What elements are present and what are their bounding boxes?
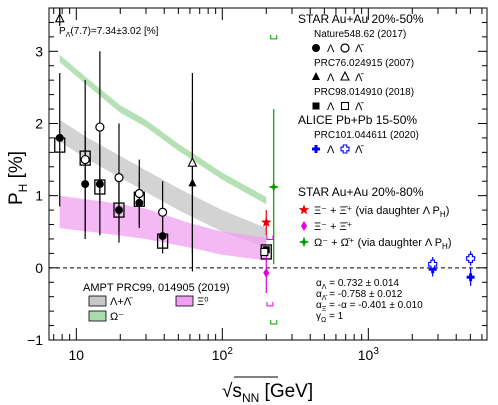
data-point	[95, 180, 104, 189]
y-label-sub: H	[16, 184, 30, 193]
legend-marker	[312, 44, 320, 52]
data-point	[135, 198, 144, 207]
legend-reference: Nature548.62 (2017)	[314, 29, 406, 40]
data-point	[261, 216, 272, 227]
legend-reference: PRC101.044611 (2020)	[314, 130, 419, 141]
legend-label: Λ	[327, 101, 335, 113]
y-tick-label: −1	[27, 332, 43, 348]
y-axis: −1 0 1 2 3	[27, 21, 487, 348]
data-point	[187, 156, 198, 167]
legend-marker	[340, 70, 350, 81]
data-point	[114, 173, 124, 183]
decay-parameter: γΩ = 1	[316, 311, 344, 324]
legend-header: STAR Au+Au 20%-80%	[298, 185, 424, 199]
decay-parameter: αΛ = 0.732 ± 0.014	[316, 278, 399, 291]
legend-star-2080: STAR Au+Au 20%-80% Ξ⁻ + Ξ̄⁺ (via daughter…	[298, 185, 452, 251]
data-point	[268, 181, 280, 193]
y-tick-label: 2	[35, 115, 43, 131]
legend-marker	[340, 101, 350, 111]
ampt-band	[59, 54, 267, 205]
data-point	[158, 207, 168, 217]
syst-bracket	[266, 235, 274, 241]
data-point	[55, 133, 64, 142]
y-tick-label: 3	[35, 43, 43, 59]
legend-label: Λ	[327, 72, 335, 84]
legend-experiments: STAR Au+Au 20%-50% Nature548.62 (2017) Λ Λ̄…	[298, 12, 424, 156]
data-point	[80, 154, 90, 165]
x-label-sub: NN	[242, 391, 259, 405]
x-label-main: √s	[222, 381, 242, 402]
y-label-unit: [%]	[6, 151, 27, 184]
legend-label: Λ̄	[355, 144, 364, 156]
x-label-unit: [GeV]	[259, 381, 313, 402]
data-point	[466, 273, 475, 282]
ampt-label: Λ+Λ̄	[110, 296, 133, 308]
legend-label: Λ̄	[355, 72, 364, 84]
legend-label: Λ	[327, 43, 335, 55]
x-axis: 10 102 103	[53, 8, 483, 363]
y-tick-label: 0	[35, 260, 43, 276]
annotation-sub: Λ̄	[66, 32, 72, 39]
syst-bracket	[270, 319, 278, 325]
ampt-swatch	[175, 295, 194, 307]
data-point	[158, 232, 167, 241]
data-markers	[54, 8, 476, 282]
syst-brackets	[266, 34, 278, 325]
data-point	[188, 178, 197, 187]
svg-text:PH [%]: PH [%]	[6, 151, 30, 205]
legend-marker	[298, 204, 310, 215]
legend-marker	[298, 236, 310, 248]
data-point	[428, 265, 437, 274]
ampt-title: AMPT PRC99, 014905 (2019)	[83, 282, 230, 294]
legend-marker	[312, 72, 320, 80]
legend-label: Ω⁻ + Ω̄⁺ (via daughter Λ PH)	[314, 237, 452, 251]
legend-marker	[340, 43, 350, 53]
legend-header: STAR Au+Au 20%-50%	[298, 12, 424, 26]
y-axis-label: PH [%]	[6, 151, 30, 205]
data-point	[95, 122, 105, 132]
x-tick-label: 103	[358, 346, 380, 363]
decay-parameter: αΞ = -α = -0.401 ± 0.010	[316, 300, 423, 313]
svg-text:PΛ̄(7.7)=7.34±3.02 [%]: PΛ̄(7.7)=7.34±3.02 [%]	[59, 26, 159, 39]
x-axis-label: √sNN [GeV]	[222, 376, 313, 405]
legend-label: Ξ⁻ + Ξ̄⁺ (via daughter Λ PH)	[314, 205, 449, 219]
legend-label: Λ̄	[355, 43, 364, 55]
legend-reference: PRC76.024915 (2007)	[314, 58, 414, 69]
legend-label: Λ	[327, 144, 335, 156]
data-point	[428, 259, 438, 269]
legend-reference: PRC98.014910 (2018)	[314, 87, 414, 98]
legend-marker	[301, 221, 307, 231]
data-point	[263, 267, 270, 278]
x-tick-label: 10	[69, 347, 85, 363]
syst-bracket	[270, 34, 278, 40]
y-label-main: P	[6, 192, 27, 205]
ampt-label: Ω⁻	[110, 311, 124, 323]
data-point	[114, 206, 123, 215]
legend-marker	[312, 102, 320, 110]
legend-marker	[340, 144, 350, 154]
legend-header: ALICE Pb+Pb 15-50%	[298, 113, 417, 127]
syst-bracket	[266, 301, 274, 307]
plot-frame	[48, 7, 488, 341]
data-point	[260, 247, 269, 256]
data-point	[81, 180, 90, 189]
annotation-rest: (7.7)=7.34±3.02 [%]	[70, 26, 158, 37]
legend-label: Ξ⁻ + Ξ̄⁺	[314, 221, 353, 233]
y-tick-label: 1	[35, 188, 43, 204]
data-point	[466, 253, 476, 263]
legend-marker	[312, 145, 320, 153]
svg-text:√sNN [GeV]: √sNN [GeV]	[222, 381, 313, 405]
top-annotation: PΛ̄(7.7)=7.34±3.02 [%]	[59, 26, 159, 39]
decay-parameter: αΛ̄ = -0.758 ± 0.012	[316, 289, 403, 302]
ampt-label: Ξ⁰	[197, 296, 209, 308]
data-point	[134, 188, 144, 199]
ampt-swatch	[88, 310, 107, 322]
legend-ampt: AMPT PRC99, 014905 (2019) Λ+Λ̄ Ξ⁰ Ω⁻	[83, 282, 230, 323]
ampt-swatch	[88, 295, 107, 307]
legend-label: Λ̄	[355, 101, 364, 113]
x-tick-label: 102	[212, 346, 234, 363]
annotation-prefix: P	[59, 26, 66, 37]
